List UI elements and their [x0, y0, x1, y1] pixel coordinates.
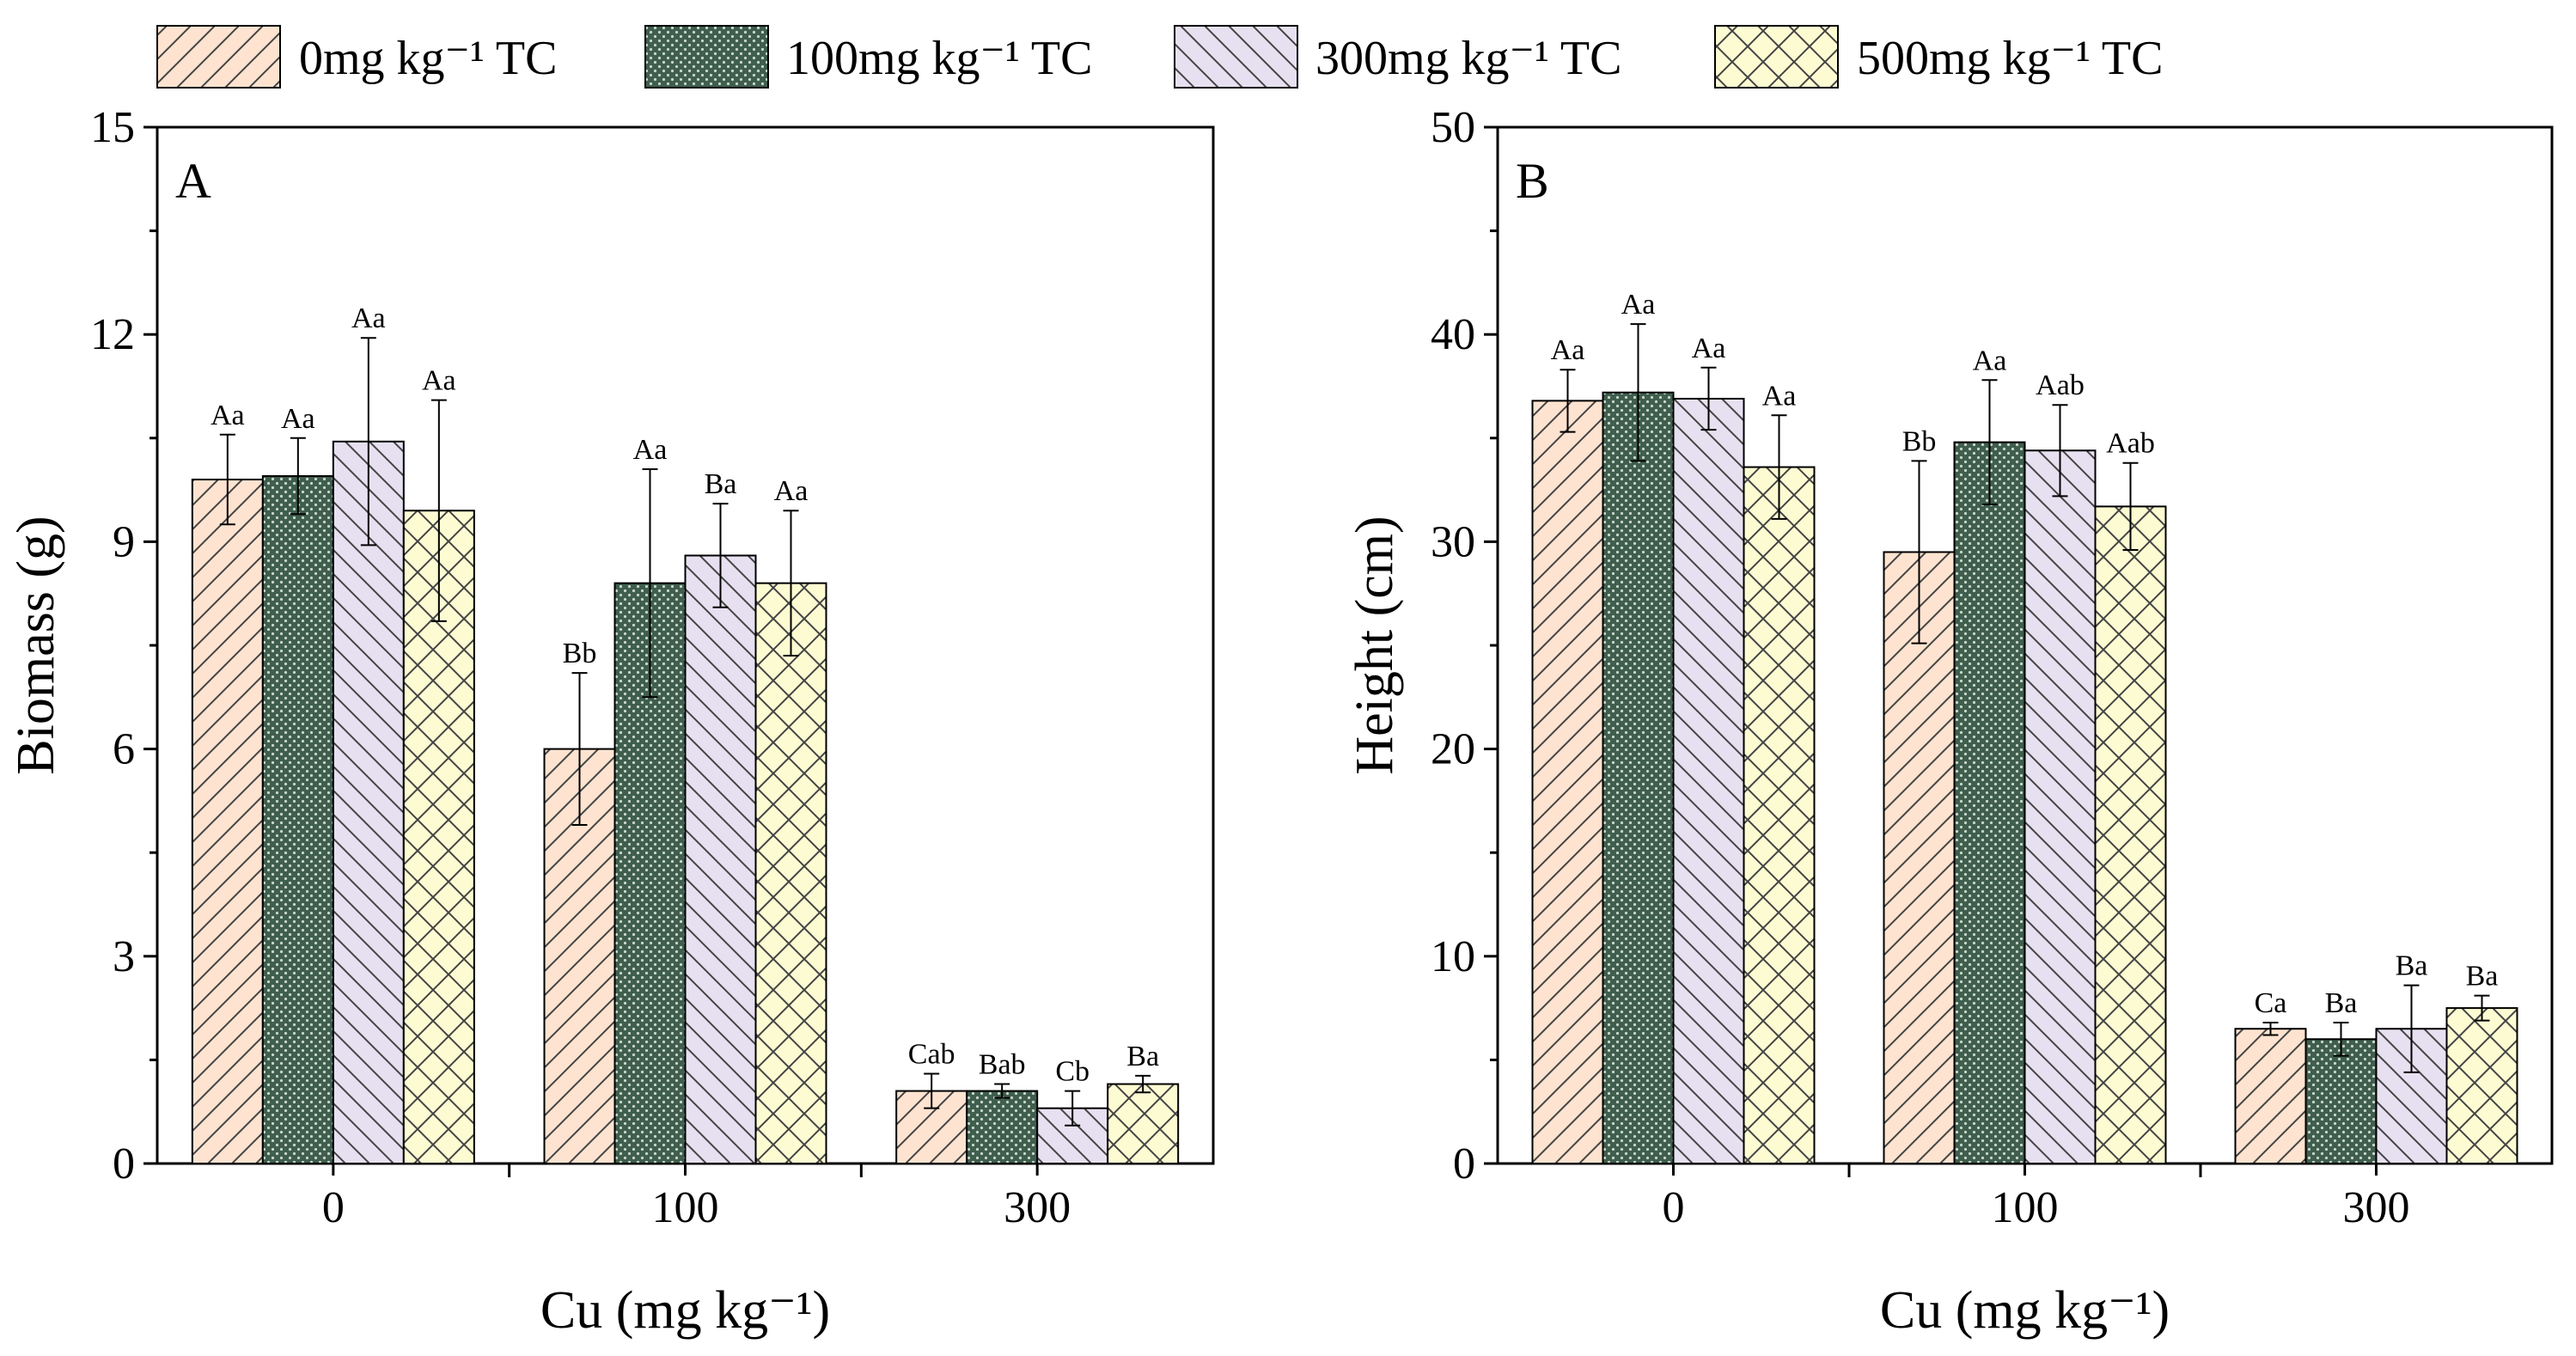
bar — [2024, 449, 2097, 1164]
significance-label: Cb — [1055, 1056, 1090, 1088]
significance-label: Aa — [1692, 333, 1726, 364]
significance-label: Ba — [2396, 950, 2428, 982]
significance-label: Aa — [422, 365, 456, 397]
y-tick-label: 50 — [1431, 103, 1475, 152]
significance-label: Aa — [1973, 345, 2007, 376]
bar — [2445, 1007, 2518, 1164]
panel-label: B — [1516, 153, 1549, 209]
legend-swatch-0 — [156, 25, 281, 89]
panel-b: 0 10 20 30 40 50 0 100 300 Aa Bb Ca Aa Aa Ba Aa Aab Ba Aa A… — [1346, 103, 2554, 1340]
x-tick-label: 0 — [1663, 1183, 1685, 1232]
y-tick-label: 20 — [1431, 725, 1475, 774]
legend-swatch-3 — [1714, 25, 1839, 89]
x-axis-label: Cu (mg kg⁻¹) — [540, 1281, 830, 1340]
y-tick-label: 10 — [1431, 932, 1475, 981]
bar — [2234, 1028, 2307, 1164]
x-tick-label: 100 — [1992, 1183, 2059, 1232]
y-tick-label: 9 — [113, 517, 135, 566]
x-tick-label: 0 — [322, 1183, 345, 1232]
legend-swatch-1 — [644, 25, 769, 89]
y-tick-label: 3 — [113, 932, 135, 981]
y-axis-label: Biomass (g) — [7, 516, 65, 774]
x-tick-label: 300 — [1004, 1183, 1071, 1232]
bar — [966, 1090, 1039, 1164]
significance-label: Bab — [979, 1049, 1026, 1081]
y-tick-label: 12 — [90, 310, 135, 359]
significance-label: Aab — [2106, 428, 2155, 460]
significance-label: Aa — [281, 403, 315, 435]
y-tick-label: 15 — [90, 103, 135, 152]
bar — [1953, 441, 2026, 1164]
significance-label: Aa — [1762, 380, 1797, 412]
significance-label: Bb — [1902, 425, 1937, 457]
y-tick-label: 6 — [113, 725, 135, 774]
significance-label: Cab — [908, 1038, 955, 1070]
panel-label: A — [175, 153, 211, 209]
bar — [2304, 1038, 2378, 1165]
x-tick-label: 100 — [652, 1183, 719, 1232]
significance-label: Ba — [2325, 987, 2358, 1019]
bar — [684, 554, 757, 1164]
significance-label: Ba — [2466, 961, 2499, 993]
significance-label: Aa — [1621, 289, 1656, 321]
significance-label: Bb — [563, 638, 597, 669]
significance-label: Aa — [774, 475, 809, 507]
significance-label: Aa — [211, 400, 245, 431]
panel-a: 0 3 6 9 12 15 0 100 300 Aa Bb Cab Aa Aa Bab Aa Ba Cb Aa Aa B… — [7, 103, 1215, 1340]
significance-label: Aa — [351, 302, 386, 334]
significance-label: Aab — [2036, 370, 2085, 401]
y-tick-label: 0 — [113, 1139, 135, 1188]
bar — [1672, 397, 1745, 1164]
legend-swatch-2 — [1174, 25, 1298, 89]
bar — [1107, 1083, 1180, 1165]
significance-label: Ca — [2255, 987, 2287, 1019]
y-tick-label: 40 — [1431, 310, 1475, 359]
x-tick-label: 300 — [2343, 1183, 2410, 1232]
bar — [332, 440, 405, 1164]
significance-label: Aa — [633, 434, 668, 466]
bar — [754, 582, 827, 1164]
legend-label-0: 0mg kg⁻¹ TC — [299, 32, 557, 85]
bar — [2094, 505, 2167, 1164]
significance-label: Aa — [1551, 334, 1585, 366]
y-tick-label: 0 — [1453, 1139, 1475, 1188]
significance-label: Ba — [705, 468, 737, 500]
bar — [1602, 391, 1675, 1164]
legend-label-3: 500mg kg⁻¹ TC — [1857, 32, 2163, 85]
legend-label-2: 300mg kg⁻¹ TC — [1315, 32, 1621, 85]
significance-label: Ba — [1126, 1041, 1159, 1072]
legend: 0mg kg⁻¹ TC 100mg kg⁻¹ TC 300mg kg⁻¹ TC 500… — [156, 25, 2163, 89]
bar — [191, 479, 264, 1164]
x-axis-label: Cu (mg kg⁻¹) — [1880, 1281, 2170, 1340]
bar — [1743, 466, 1816, 1164]
y-tick-label: 30 — [1431, 517, 1475, 566]
bar — [261, 475, 334, 1164]
y-axis-label: Height (cm) — [1346, 516, 1404, 774]
legend-label-1: 100mg kg⁻¹ TC — [786, 32, 1092, 85]
bar — [1531, 400, 1604, 1165]
bar — [1883, 551, 1956, 1164]
